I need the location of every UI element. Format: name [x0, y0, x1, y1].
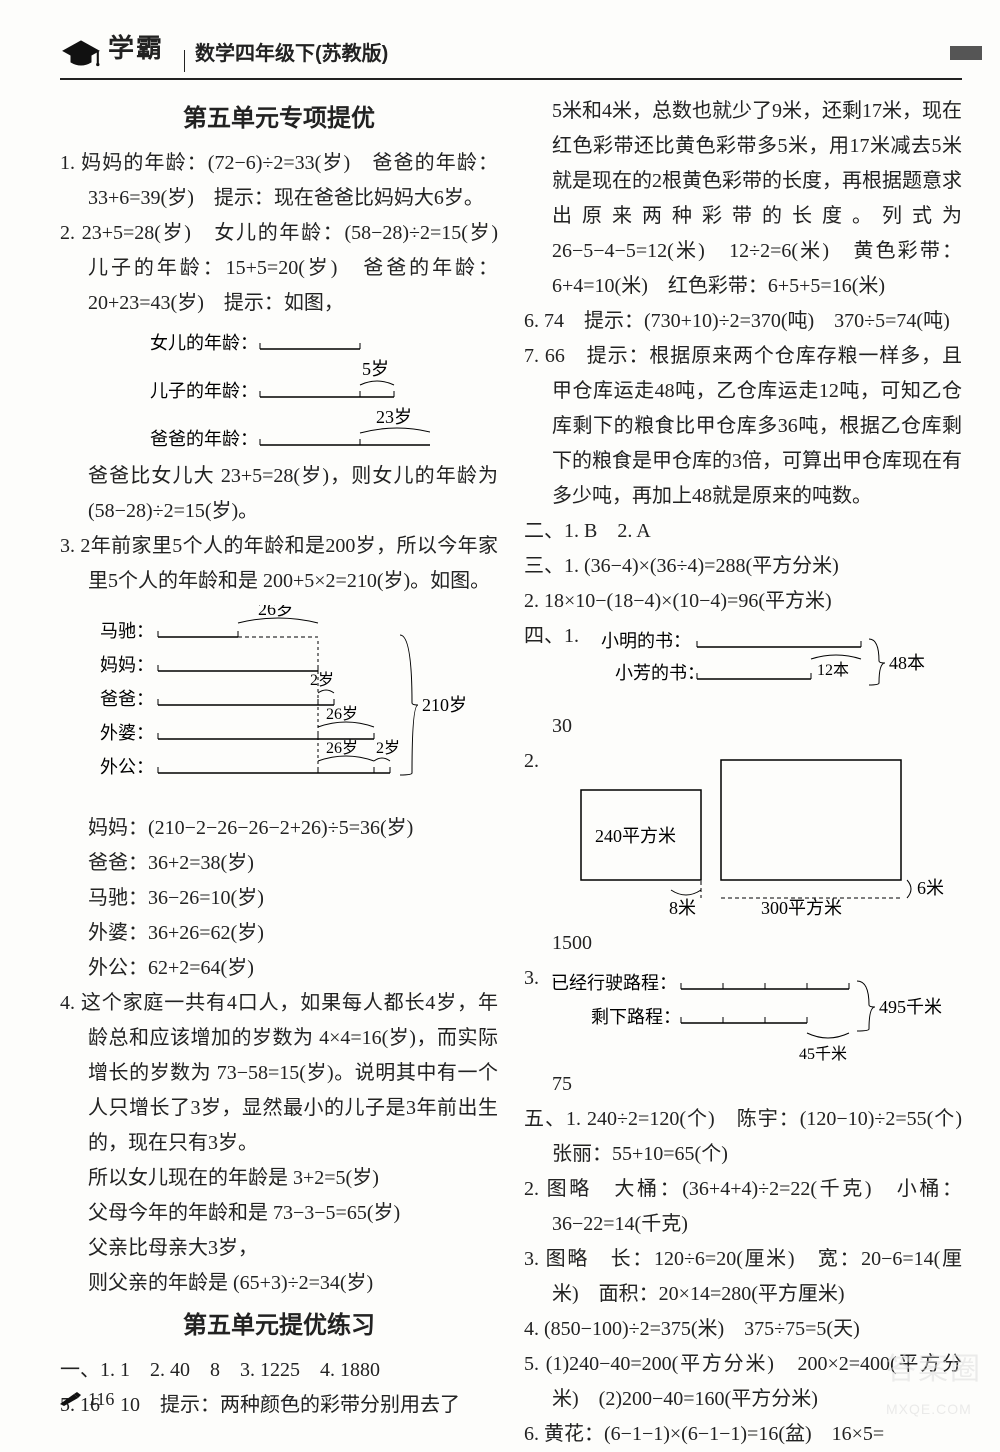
q4c: 父母今年的年龄和是 73−3−5=65(岁) [60, 1196, 498, 1231]
svg-text:剩下路程：: 剩下路程： [591, 1007, 681, 1027]
pencil-icon [60, 1392, 82, 1406]
graduation-cap-icon [60, 38, 102, 70]
q3a: 3. 2年前家里5个人的年龄和是200岁，所以今年家里5个人的年龄和是 200+… [60, 529, 498, 599]
svg-text:12本: 12本 [817, 661, 849, 679]
q3b1: 妈妈：(210−2−26−26−2+26)÷5=36(岁) [60, 811, 498, 846]
sec4-2-ans: 1500 [524, 926, 962, 961]
header-right-mark [950, 46, 982, 60]
svg-text:外婆：: 外婆： [100, 723, 154, 743]
svg-text:210岁: 210岁 [422, 695, 467, 715]
r-sec2: 二、1. B 2. A [524, 514, 962, 549]
svg-text:马驰：: 马驰： [100, 621, 154, 641]
q4e: 则父亲的年龄是 (65+3)÷2=34(岁) [60, 1266, 498, 1301]
svg-text:26岁: 26岁 [326, 739, 358, 757]
figure-q2: 女儿的年龄： 儿子的年龄： 5岁 爸爸的年龄： 23 [150, 327, 430, 453]
watermark-small: MXQE.COM [886, 1397, 982, 1422]
svg-text:小明的书：: 小明的书： [601, 631, 691, 651]
q4d: 父亲比母亲大3岁， [60, 1231, 498, 1266]
sec5-1: 五、1. 240÷2=120(个) 陈宇：(120−10)÷2=55(个) 张丽… [524, 1102, 962, 1172]
section-title-2: 第五单元提优练习 [60, 1305, 498, 1347]
figure-4-2: 240平方米 300平方米 8米 6米 [551, 750, 951, 920]
right-column: 5米和4米，总数也就少了9米，还剩17米，现在红色彩带还比黄色彩带多5米，用17… [524, 94, 962, 1452]
figure-4-3: 已经行驶路程： 剩下路程： 45千米 495千米 [551, 967, 951, 1061]
q3b4: 外婆：36+26=62(岁) [60, 916, 498, 951]
header-divider [184, 50, 185, 72]
figure-4-1: 小明的书： 小芳的书： 12本 48本 [601, 625, 941, 703]
svg-text:2岁: 2岁 [376, 739, 400, 757]
svg-text:妈妈：: 妈妈： [100, 655, 154, 675]
svg-text:已经行驶路程：: 已经行驶路程： [551, 973, 677, 993]
svg-text:8米: 8米 [669, 898, 696, 918]
svg-text:6米: 6米 [917, 878, 944, 898]
sec4-1-ans: 30 [524, 709, 962, 744]
svg-text:小芳的书：: 小芳的书： [615, 663, 705, 683]
sec4-2-head: 2. [524, 744, 539, 779]
s2-line1: 一、1. 1 2. 40 8 3. 1225 4. 1880 [60, 1353, 498, 1388]
s2-line2: 5. 16 10 提示：两种颜色的彩带分别用去了 [60, 1388, 498, 1423]
q2a: 2. 23+5=28(岁) 女儿的年龄：(58−28)÷2=15(岁) 儿子的年… [60, 216, 498, 321]
sec5-6: 6. 黄花：(6−1−1)×(6−1−1)=16(盆) 16×5= [524, 1417, 962, 1452]
svg-text:外公：: 外公： [100, 757, 154, 777]
q3b5: 外公：62+2=64(岁) [60, 951, 498, 986]
svg-text:240平方米: 240平方米 [595, 826, 676, 846]
svg-text:300平方米: 300平方米 [761, 898, 842, 918]
header-subtitle: 数学四年级下(苏教版) [195, 37, 388, 72]
svg-text:48本: 48本 [889, 653, 925, 673]
q3b2: 爸爸：36+2=38(岁) [60, 846, 498, 881]
brand-text: 学霸 [108, 26, 164, 72]
svg-text:女儿的年龄：: 女儿的年龄： [150, 333, 258, 353]
q4a: 4. 这个家庭一共有4口人，如果每人都长4岁，年龄总和应该增加的岁数为 4×4=… [60, 986, 498, 1161]
q4b: 所以女儿现在的年龄是 3+2=5(岁) [60, 1161, 498, 1196]
r-p7: 7. 66 提示：根据原来两个仓库存粮一样多，且甲仓库运走48吨，乙仓库运走12… [524, 339, 962, 514]
q3b3: 马驰：36−26=10(岁) [60, 881, 498, 916]
sec4-3-ans: 75 [524, 1067, 962, 1102]
page-header: 学霸 数学四年级下(苏教版) [60, 26, 962, 80]
page-footer: 116 [60, 1384, 114, 1416]
left-column: 第五单元专项提优 1. 妈妈的年龄：(72−6)÷2=33(岁) 爸爸的年龄：3… [60, 94, 498, 1452]
sec5-3: 3. 图略 长：120÷6=20(厘米) 宽：20−6=14(厘米) 面积：20… [524, 1242, 962, 1312]
r-p5: 5米和4米，总数也就少了9米，还剩17米，现在红色彩带还比黄色彩带多5米，用17… [524, 94, 962, 304]
svg-text:2岁: 2岁 [310, 671, 334, 689]
sec4-1-head: 四、1. [524, 619, 579, 654]
svg-text:23岁: 23岁 [376, 407, 412, 427]
r-p6: 6. 74 提示：(730+10)÷2=370(吨) 370÷5=74(吨) [524, 304, 962, 339]
svg-text:26岁: 26岁 [326, 705, 358, 723]
svg-text:爸爸：: 爸爸： [100, 689, 154, 709]
q1: 1. 妈妈的年龄：(72−6)÷2=33(岁) 爸爸的年龄：33+6=39(岁)… [60, 146, 498, 216]
sec5-4: 4. (850−100)÷2=375(米) 375÷75=5(天) [524, 1312, 962, 1347]
r-sec3a: 三、1. (36−4)×(36÷4)=288(平方分米) [524, 549, 962, 584]
page-number: 116 [88, 1384, 114, 1416]
watermark-big: 答案圈 [886, 1353, 982, 1386]
svg-text:495千米: 495千米 [879, 997, 942, 1017]
svg-text:26岁: 26岁 [258, 605, 294, 619]
sec4-3-head: 3. [524, 961, 539, 996]
sec5-2: 2. 图略 大桶：(36+4+4)÷2=22(千克) 小桶：36−22=14(千… [524, 1172, 962, 1242]
figure-q3: 马驰： 26岁 妈妈： 爸爸： 2岁 外婆： [100, 605, 480, 805]
svg-text:爸爸的年龄：: 爸爸的年龄： [150, 429, 258, 449]
q2b: 爸爸比女儿大 23+5=28(岁)，则女儿的年龄为(58−28)÷2=15(岁)… [60, 459, 498, 529]
svg-text:5岁: 5岁 [362, 359, 389, 379]
r-sec3b: 2. 18×10−(18−4)×(10−4)=96(平方米) [524, 584, 962, 619]
watermark: 答案圈 MXQE.COM [886, 1344, 982, 1421]
svg-text:儿子的年龄：: 儿子的年龄： [150, 381, 258, 401]
svg-text:45千米: 45千米 [799, 1045, 847, 1061]
section-title-1: 第五单元专项提优 [60, 98, 498, 140]
